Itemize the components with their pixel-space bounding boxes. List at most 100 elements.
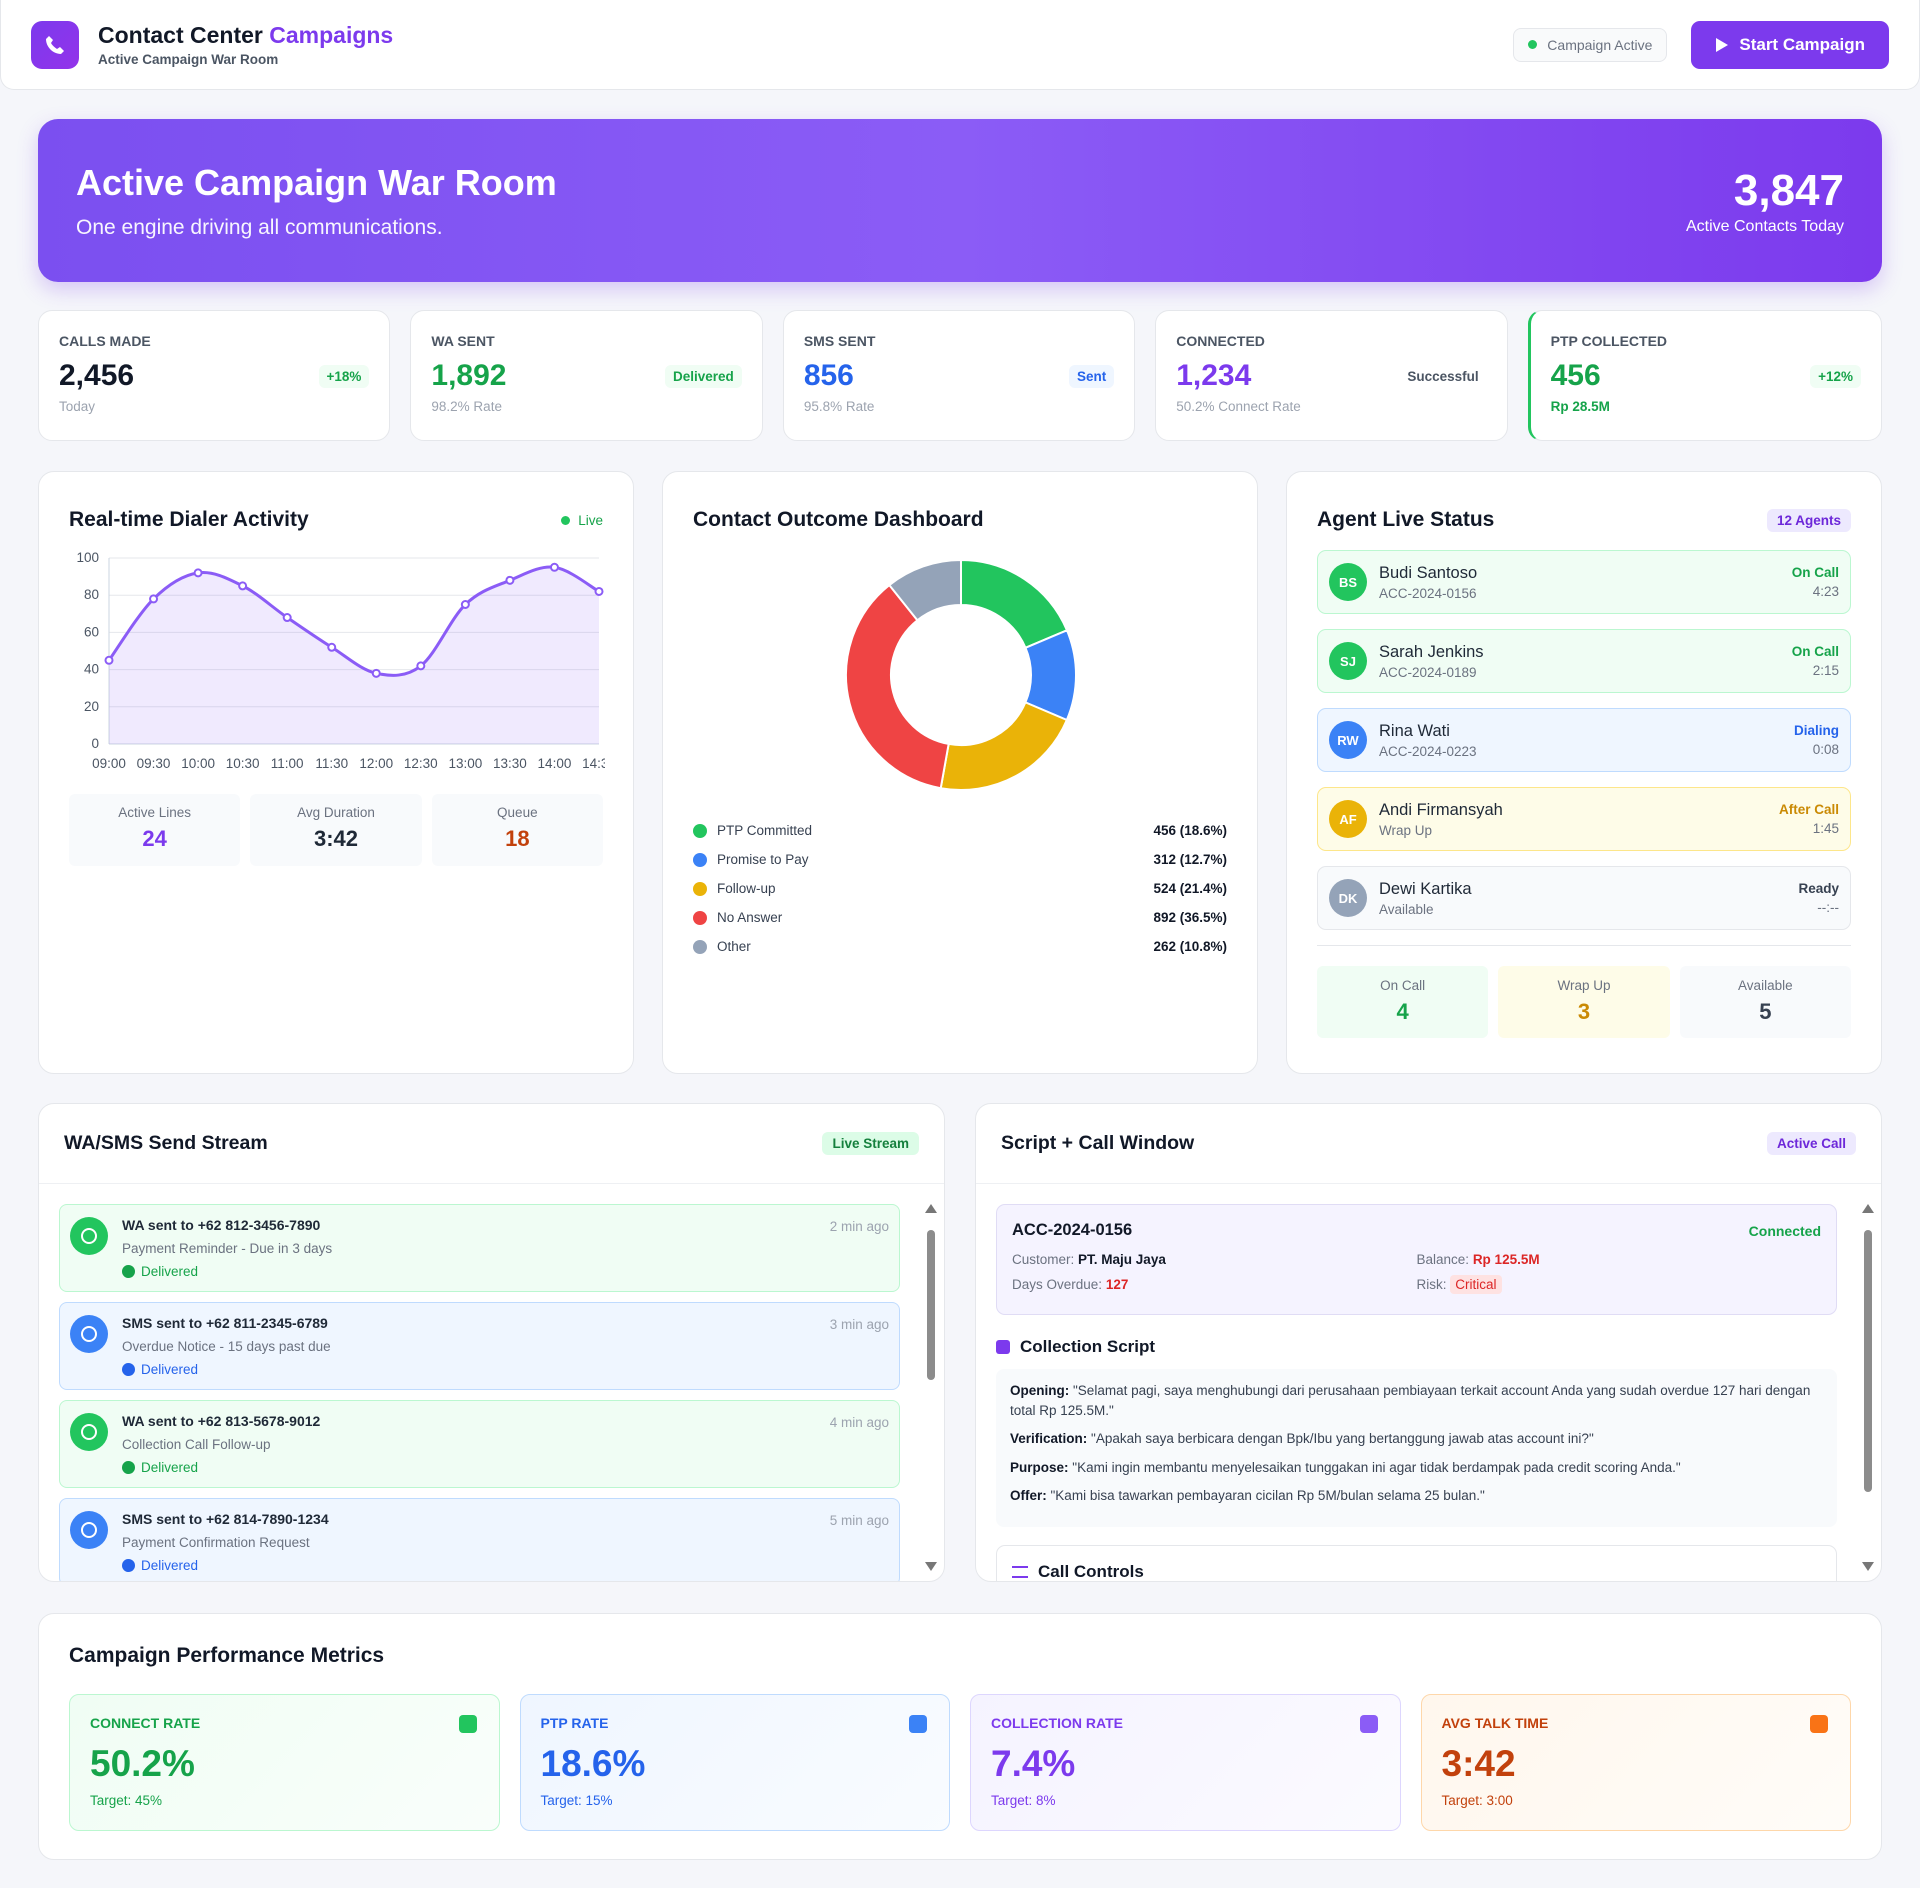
message-title: WA sent to +62 812-3456-7890: [122, 1217, 321, 1233]
message: SMS sent to +62 814-7890-1234 Payment Con…: [59, 1498, 900, 1581]
message-body: WA sent to +62 813-5678-9012 Collection C…: [122, 1413, 320, 1475]
dialer-stats: Active Lines 24 Avg Duration 3:42 Queue 18: [69, 794, 603, 866]
status: On Call: [1791, 644, 1839, 659]
status-dot: [1528, 40, 1538, 49]
donut-slice: [960, 558, 1069, 650]
metric-target: Target: 3:00: [1441, 1793, 1513, 1808]
point: [282, 613, 292, 623]
x-tick-label: 09:30: [137, 756, 171, 771]
outcome-card: Contact Outcome Dashboard PTP Committed 4…: [662, 471, 1258, 1074]
y-tick-label: 40: [84, 662, 99, 677]
metric-value: 50.2%: [90, 1743, 195, 1784]
agents-card: Agent Live Status 12 Agents BS Budi Santos…: [1286, 471, 1882, 1074]
metric-value: 3:42: [1441, 1743, 1516, 1784]
scroll-thumb[interactable]: [1864, 1230, 1872, 1492]
stat-row: 2,456 +18%: [59, 359, 370, 393]
start-button[interactable]: Start Campaign: [1691, 20, 1889, 69]
scrollbar[interactable]: [925, 1204, 937, 1571]
summary-box: Wrap Up 3: [1498, 966, 1670, 1038]
script-line: Opening: "Selamat pagi, saya menghubungi…: [1010, 1381, 1823, 1420]
title-accent: Campaigns: [269, 22, 394, 48]
x-tick-label: 14:00: [538, 756, 572, 771]
status-check: [122, 1559, 135, 1572]
agent-row: SJ Sarah Jenkins ACC-2024-0189 On Call 2:15: [1317, 629, 1851, 693]
scroll-up[interactable]: [925, 1204, 937, 1213]
mini-label: Active Lines: [118, 805, 192, 820]
scroll-up[interactable]: [1862, 1204, 1874, 1213]
stat-row: 856 Sent: [804, 359, 1115, 393]
main: Active Campaign War Room One engine driv…: [0, 119, 1920, 1860]
legend-value: 312 (12.7%): [1153, 852, 1227, 867]
card-head: Script + Call Window Active Call: [976, 1104, 1881, 1184]
point: [460, 600, 470, 609]
x-tick-label: 10:00: [181, 756, 215, 771]
scroll-thumb[interactable]: [927, 1230, 935, 1380]
field-value: Critical: [1450, 1275, 1502, 1294]
scrollbar[interactable]: [1862, 1204, 1874, 1571]
field: Balance: Rp 125.5M: [1417, 1252, 1822, 1267]
subtitle: Active Campaign War Room: [98, 52, 279, 67]
message-title: SMS sent to +62 811-2345-6789: [122, 1315, 328, 1331]
message: SMS sent to +62 811-2345-6789 Overdue Not…: [59, 1302, 900, 1390]
legend-value: 892 (36.5%): [1153, 910, 1227, 925]
stat-label: WA SENT: [431, 333, 495, 349]
stat-card: WA SENT 1,892 Delivered 98.2% Rate: [410, 310, 763, 441]
agent-status: Dialing 0:08: [1794, 723, 1839, 757]
agent-row: BS Budi Santoso ACC-2024-0156 On Call 4:23: [1317, 550, 1851, 614]
stat-note: 50.2% Connect Rate: [1176, 399, 1301, 414]
legend-dot: [693, 939, 707, 954]
mini-value: 18: [505, 826, 530, 851]
account-top: ACC-2024-0156 Connected: [1012, 1221, 1821, 1240]
middle-row: Real-time Dialer Activity Live 0 20 40 60 80 1…: [38, 471, 1882, 1074]
stat-note: Today: [59, 399, 96, 414]
card-title: Agent Live Status: [1317, 508, 1495, 531]
metric-card: CONNECT RATE 50.2% Target: 45%: [69, 1694, 500, 1831]
legend-row: Follow-up 524 (21.4%): [693, 874, 1227, 903]
status-time: 0:08: [1812, 742, 1839, 757]
header: Contact Center Campaigns Active Campaign…: [0, 0, 1920, 90]
x-tick-label: 11:30: [315, 756, 348, 771]
mini-value: 3:42: [313, 826, 359, 851]
avatar: BS: [1329, 563, 1367, 601]
stream-badge: Live Stream: [822, 1132, 919, 1155]
message-body: SMS sent to +62 811-2345-6789 Overdue Not…: [122, 1315, 331, 1377]
mini-label: Avg Duration: [297, 805, 375, 820]
stat-card: PTP COLLECTED 456 +12% Rp 28.5M: [1527, 310, 1883, 441]
message-status: Delivered: [122, 1362, 331, 1377]
card-head: WA/SMS Send Stream Live Stream: [39, 1104, 944, 1184]
stat-badge: Successful: [1407, 368, 1479, 384]
point: [149, 594, 159, 604]
status: Dialing: [1793, 723, 1839, 738]
agent-status: On Call 2:15: [1792, 644, 1839, 678]
message-time: 5 min ago: [829, 1513, 889, 1528]
avatar: SJ: [1329, 642, 1367, 680]
scroll-down[interactable]: [925, 1562, 937, 1571]
agent-info: Budi Santoso ACC-2024-0156: [1379, 564, 1477, 601]
legend-dot: [693, 881, 707, 896]
status-text: Campaign Active: [1547, 36, 1653, 53]
legend-row: No Answer 892 (36.5%): [693, 903, 1227, 932]
x-tick-label: 12:00: [359, 756, 393, 771]
stat-row: 1,234 Successful: [1176, 359, 1486, 393]
donut-slice: [845, 583, 950, 790]
script-card: Script + Call Window Active Call ACC-2024…: [975, 1103, 1882, 1582]
metric-target: Target: 45%: [90, 1793, 163, 1808]
message-detail: Payment Confirmation Request: [122, 1535, 310, 1550]
summary-value: 3: [1577, 999, 1591, 1024]
hero-left: Active Campaign War Room One engine driv…: [76, 162, 557, 240]
x-tick-label: 12:30: [404, 756, 438, 771]
status-text: Delivered: [141, 1460, 199, 1475]
x-tick-label: 09:00: [92, 756, 126, 771]
avatar: AF: [1329, 800, 1367, 838]
stat-label: SMS SENT: [803, 333, 876, 349]
scroll-down[interactable]: [1862, 1562, 1874, 1571]
status: After Call: [1778, 802, 1839, 817]
account-fields: Customer: PT. Maju Jaya Balance: Rp 125.5…: [1012, 1252, 1822, 1294]
status-text: Delivered: [141, 1362, 199, 1377]
point: [327, 642, 337, 652]
message-icon: [70, 1315, 108, 1353]
agent-detail: Wrap Up: [1379, 822, 1433, 838]
metric-icon: [1359, 1715, 1378, 1733]
x-tick-label: 11:00: [271, 756, 304, 771]
status-time: --:--: [1817, 900, 1839, 915]
